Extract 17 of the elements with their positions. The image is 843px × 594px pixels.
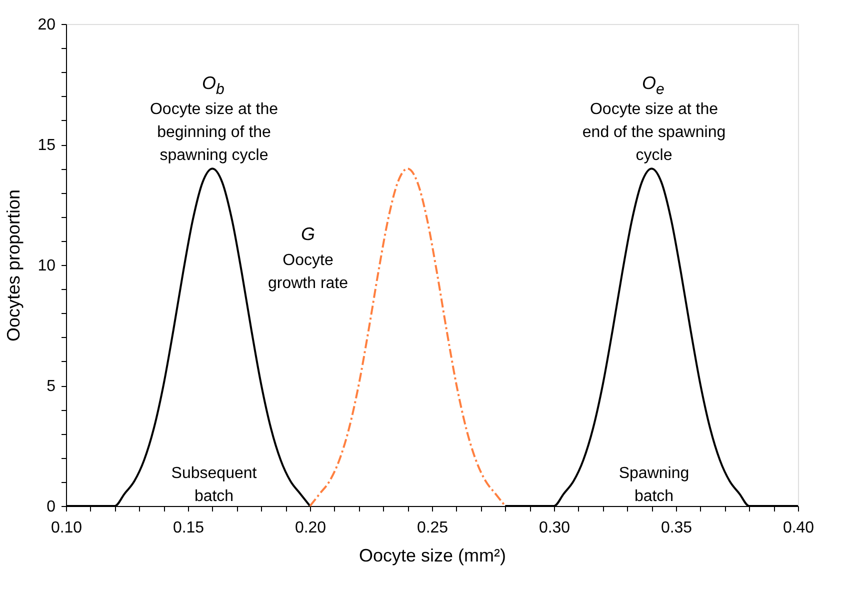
x-tick-label: 0.35 bbox=[660, 520, 692, 536]
x-tick-label: 0.20 bbox=[294, 520, 326, 536]
annotation: G Oocyte growth rate bbox=[268, 224, 348, 292]
y-tick-label: 15 bbox=[38, 137, 56, 154]
y-tick-label: 0 bbox=[46, 498, 56, 516]
y-tick-label: 5 bbox=[46, 378, 56, 395]
x-axis-title: Oocyte size (mm²) bbox=[358, 546, 506, 566]
x-tick-label: 0.10 bbox=[50, 520, 82, 536]
x-tick-label: 0.30 bbox=[538, 520, 570, 536]
x-tick-label: 0.40 bbox=[782, 520, 814, 536]
annotation: Spawning batch bbox=[618, 465, 690, 505]
x-tick-label: 0.15 bbox=[172, 520, 204, 536]
x-tick-label: 0.25 bbox=[416, 520, 448, 536]
y-tick-label: 20 bbox=[38, 16, 56, 34]
annotation: Subsequent batch bbox=[171, 465, 258, 505]
y-tick-label: 10 bbox=[38, 258, 56, 274]
y-axis-title: Oocytes proportion bbox=[4, 189, 24, 342]
